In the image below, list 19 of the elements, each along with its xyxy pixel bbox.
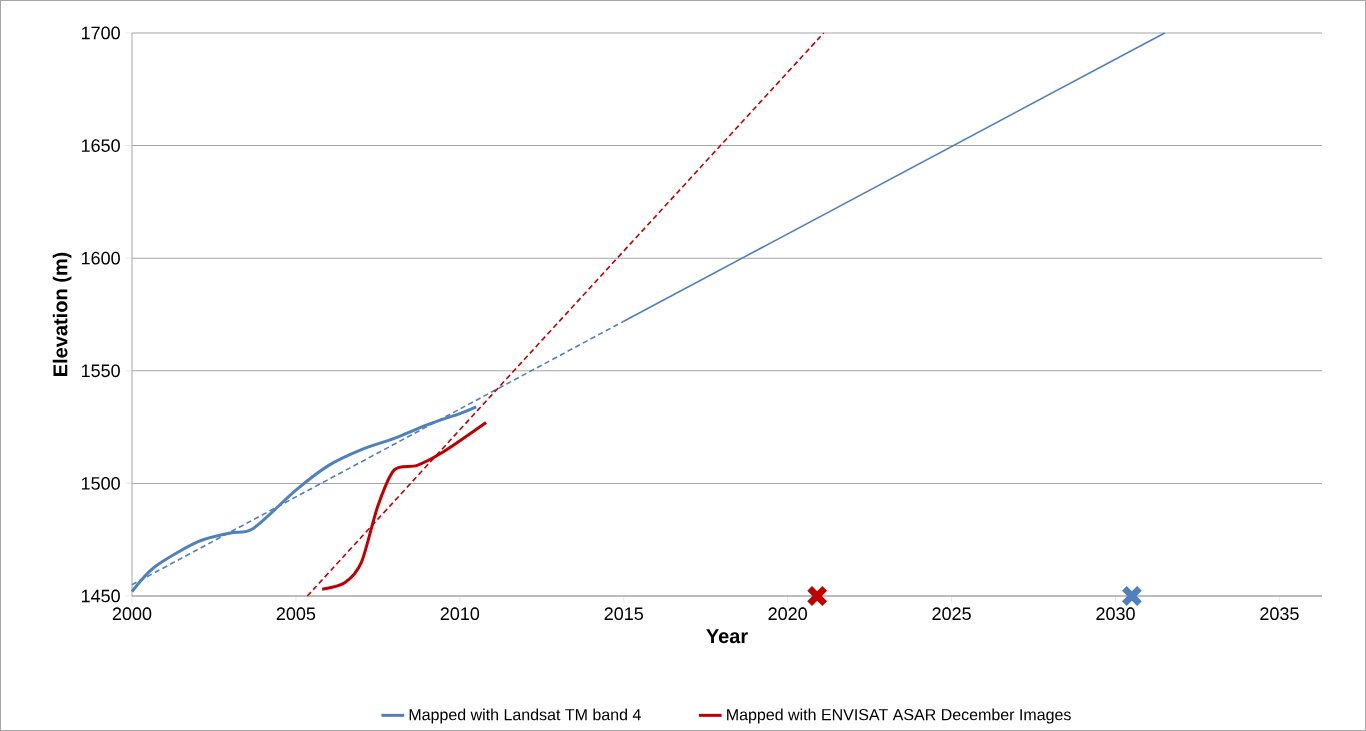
line-series [320,421,488,591]
x-tick-label: 2005 [276,607,316,621]
x-tick-label: 2030 [1096,607,1135,621]
x-tick-label: 2015 [604,607,644,621]
y-tick-label: 1500 [81,477,120,490]
x-tick-label: 2010 [440,607,480,621]
y-tick-label: 1650 [81,139,120,152]
legend-label: Mapped with Landsat TM band 4 [409,708,641,724]
legend-label: Mapped with ENVISAT ASAR December Images [727,708,1071,724]
y-tick-label: 1450 [81,589,120,603]
y-tick-label: 1700 [81,26,120,40]
x-tick-label: 2000 [112,607,152,621]
x-tick-label: 2035 [1260,607,1299,621]
x-axis-title: Year [706,629,748,644]
y-axis-title: Elevation (m) [52,252,72,376]
y-tick-label: 1600 [81,251,120,265]
x-tick-label: 2020 [768,607,807,621]
y-tick-label: 1550 [81,364,120,378]
x-tick-label: 2025 [932,607,971,621]
